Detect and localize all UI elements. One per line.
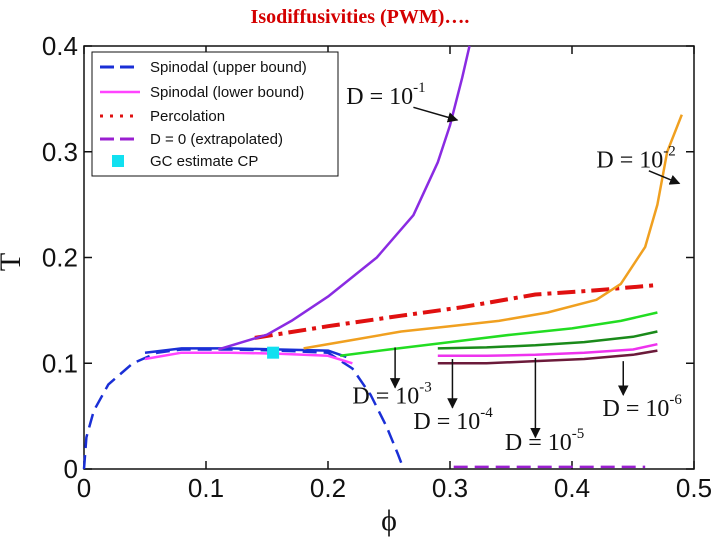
series-line-spinodal-lower-bound xyxy=(144,351,353,365)
series-line-d-10-3 xyxy=(340,311,658,358)
series-line-d-10-6 xyxy=(437,349,658,365)
annotation-d4-base: D = 10 xyxy=(413,409,480,435)
legend-swatch-gc-cp xyxy=(112,155,124,167)
legend-label-gc-cp: GC estimate CP xyxy=(150,153,258,170)
legend-box xyxy=(91,51,339,177)
annotation-d4: D = 10-4 xyxy=(413,405,493,435)
annotation-arrow-d2 xyxy=(648,170,681,185)
legend-label-percolation: Percolation xyxy=(150,108,225,125)
annotation-d1-base: D = 10 xyxy=(346,84,413,110)
series-line-d-10-2 xyxy=(303,114,683,350)
legend-label-spinodal-lower: Spinodal (lower bound) xyxy=(150,84,304,101)
annotation-d1: D = 10-1 xyxy=(346,80,425,110)
legend: Spinodal (upper bound) Spinodal (lower b… xyxy=(91,51,339,177)
series-line-d-10-5 xyxy=(437,342,658,358)
annotation-d1-exponent: -1 xyxy=(413,80,426,96)
y-tick-label: 0 xyxy=(64,454,78,484)
annotation-d2-base: D = 10 xyxy=(596,148,663,174)
y-tick-label: 0.1 xyxy=(42,348,78,378)
y-tick-label: 0.4 xyxy=(42,31,78,61)
series-line-d-10-1 xyxy=(217,45,471,351)
annotation-d6: D = 10-6 xyxy=(603,392,683,422)
annotation-d4-exponent: -4 xyxy=(480,405,493,421)
annotation-layer: D = 10-1D = 10-2D = 10-3D = 10-4D = 10-5… xyxy=(346,80,682,456)
x-tick-label: 0.2 xyxy=(310,473,346,503)
x-tick-label: 0.4 xyxy=(554,473,590,503)
y-tick-label: 0.2 xyxy=(42,243,78,273)
slide-title: Isodiffusivities (PWM)…. xyxy=(250,6,470,28)
series-line-d-10-4 xyxy=(437,330,658,350)
annotation-d5-exponent: -5 xyxy=(572,426,585,442)
marker-gc-estimate-cp xyxy=(267,346,280,359)
legend-label-spinodal-upper: Spinodal (upper bound) xyxy=(150,59,307,76)
axis-ticks: 0 0.1 0.2 0.3 0.4 0.5 0 0.1 0.2 0.3 0.4 xyxy=(42,31,712,503)
annotation-d6-exponent: -6 xyxy=(669,392,682,408)
annotation-d3-exponent: -3 xyxy=(419,379,432,395)
annotation-d5-base: D = 10 xyxy=(505,430,572,456)
y-tick-label: 0.3 xyxy=(42,137,78,167)
series-line-spinodal-upper-bound-solid xyxy=(144,347,347,359)
annotation-d2: D = 10-2 xyxy=(596,144,675,174)
x-tick-label: 0.1 xyxy=(188,473,224,503)
annotation-arrow-d1 xyxy=(413,106,459,123)
x-axis-label: ϕ xyxy=(381,504,397,537)
x-tick-label: 0.5 xyxy=(676,473,712,503)
x-tick-label: 0.3 xyxy=(432,473,468,503)
series-layer xyxy=(82,45,683,470)
annotation-d3: D = 10-3 xyxy=(352,379,431,409)
legend-label-d0: D = 0 (extrapolated) xyxy=(150,131,283,148)
marker-layer xyxy=(267,346,280,359)
series-line-percolation xyxy=(254,283,658,340)
annotation-d2-exponent: -2 xyxy=(663,144,676,160)
annotation-d6-base: D = 10 xyxy=(603,396,670,422)
y-axis-label: T xyxy=(0,253,27,271)
annotation-d3-base: D = 10 xyxy=(352,383,419,409)
x-tick-label: 0 xyxy=(77,473,91,503)
